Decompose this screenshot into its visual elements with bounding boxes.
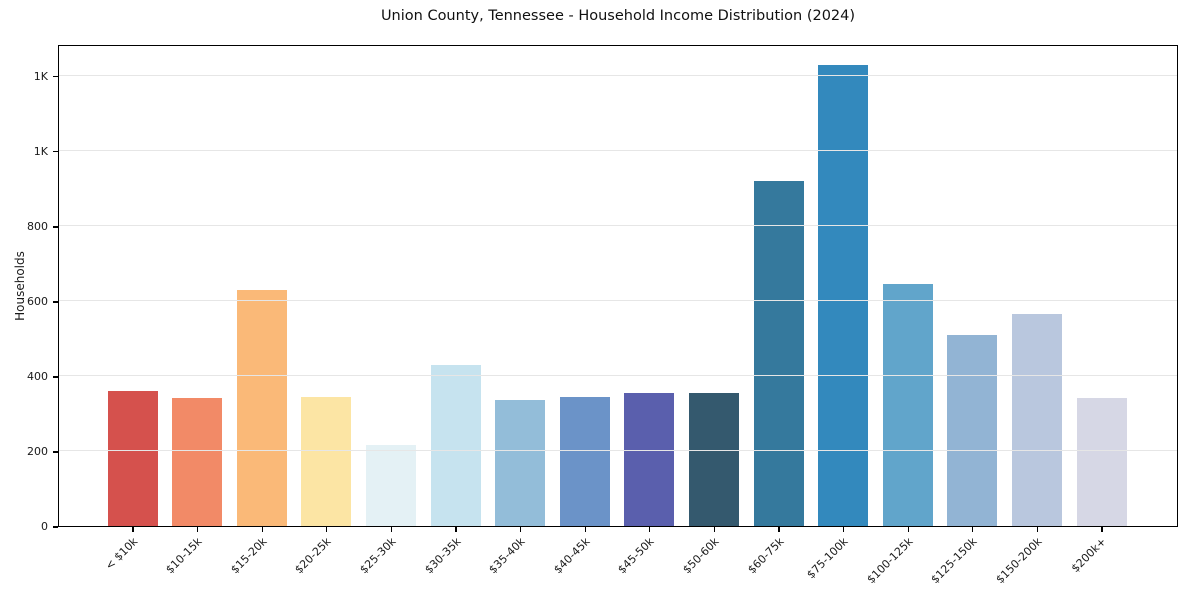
y-tick-label: 1K [33,69,48,83]
x-tick-label: $35-40k [486,535,528,577]
x-tick-label: $15-20k [228,535,270,577]
y-tick-label: 600 [27,294,48,308]
y-axis-label: Households [13,251,27,321]
y-tick-mark [53,151,58,153]
x-tick-mark [778,527,780,532]
gridline [59,149,1177,151]
x-tick-mark [1036,527,1038,532]
y-tick-mark [53,226,58,228]
x-tick-label: $30-35k [421,535,464,577]
x-tick-mark [713,527,715,532]
bar [1011,314,1062,526]
plot-area [58,45,1178,527]
x-tick-mark [1101,527,1103,532]
x-tick-label: $45-50k [615,535,658,577]
x-tick-mark [649,527,651,532]
bar [172,398,223,526]
y-tick-mark [53,526,58,528]
gridline [59,299,1177,301]
bar [559,396,610,526]
bar [365,445,416,526]
x-tick-label: $25-30k [357,535,399,577]
y-tick-mark [53,376,58,378]
bar [107,390,158,526]
x-tick-label: $100-125k [864,535,916,587]
x-tick-mark [584,527,586,532]
y-tick-mark [53,301,58,303]
bar [301,396,352,526]
y-tick-label: 0 [41,520,48,533]
y-tick-label: 200 [27,444,48,458]
bar [1076,398,1127,526]
x-tick-mark [132,527,134,532]
y-tick-label: 1K [33,144,48,158]
x-tick-mark [972,527,974,532]
x-tick-label: $75-100k [804,535,851,582]
gridline [59,449,1177,451]
x-tick-label: $125-150k [928,535,981,587]
bar [882,284,933,526]
bar [430,364,481,526]
x-tick-label: $150-200k [993,535,1045,587]
bar [624,392,675,526]
chart-title: Union County, Tennessee - Household Inco… [380,8,856,24]
x-tick-mark [520,527,522,532]
x-tick-label: $10-15k [163,535,205,577]
x-tick-mark [390,527,392,532]
bar [753,180,804,526]
bar [818,64,869,526]
y-tick-label: 800 [27,219,48,233]
x-tick-label: $60-75k [744,535,787,577]
x-tick-label: < $10k [102,535,141,573]
bar [947,334,998,526]
bar [688,392,739,526]
bar [236,289,287,526]
x-tick-mark [197,527,199,532]
y-tick-mark [53,76,58,78]
gridline [59,374,1177,376]
gridline [59,74,1177,76]
x-tick-mark [455,527,457,532]
x-tick-mark [843,527,845,532]
x-tick-label: $50-60k [680,535,722,577]
gridline [59,224,1177,226]
bar [495,400,546,526]
x-tick-mark [907,527,909,532]
y-tick-label: 400 [27,369,48,383]
x-tick-label: $200k+ [1069,535,1110,576]
x-tick-label: $40-45k [551,535,593,577]
x-tick-mark [261,527,263,532]
x-tick-label: $20-25k [292,535,335,577]
y-tick-mark [53,451,58,453]
x-tick-mark [326,527,328,532]
